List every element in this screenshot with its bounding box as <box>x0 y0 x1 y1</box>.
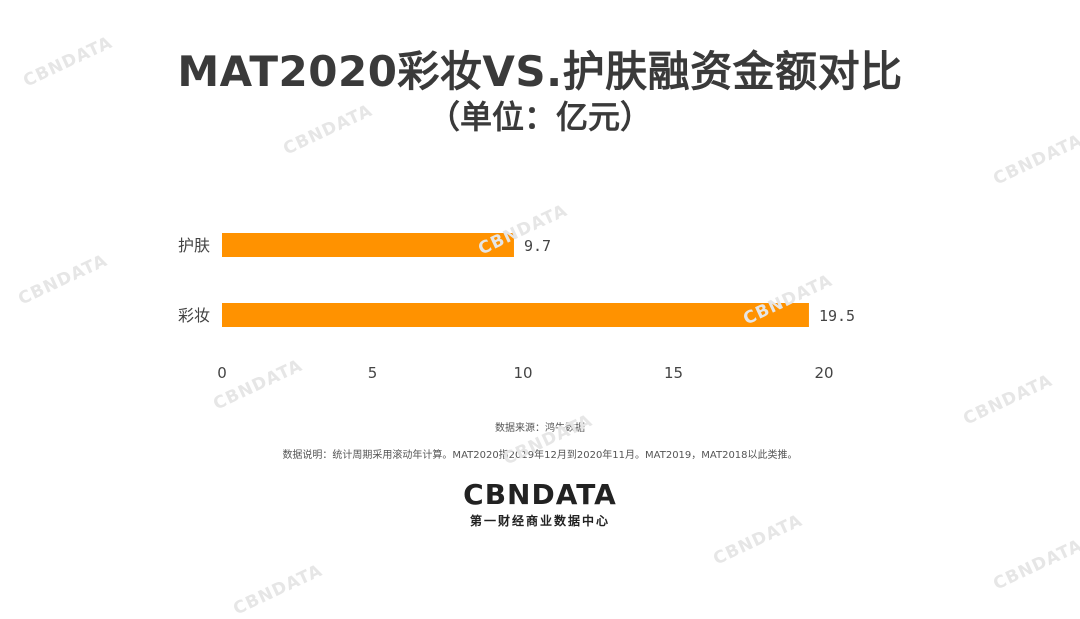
data-label: 19.5 <box>819 307 855 325</box>
x-tick-label: 5 <box>368 364 378 382</box>
x-tick-label: 0 <box>217 364 227 382</box>
data-note: 数据说明：统计周期采用滚动年计算。MAT2020指2019年12月到2020年1… <box>282 450 798 461</box>
data-label: 9.7 <box>524 237 551 255</box>
bar-0 <box>222 233 514 257</box>
category-label: 彩妆 <box>178 306 210 325</box>
data-source: 数据来源：鸿牛数据 <box>495 423 585 434</box>
chart-subtitle: （单位：亿元） <box>427 98 652 136</box>
x-tick-label: 20 <box>814 364 833 382</box>
category-label: 护肤 <box>178 236 210 255</box>
cbndata-logo: CBNDATA <box>463 478 617 511</box>
cbndata-logo-tagline: 第一财经商业数据中心 <box>469 514 610 528</box>
bar-1 <box>222 303 809 327</box>
x-tick-label: 10 <box>513 364 532 382</box>
chart-title: MAT2020彩妆VS.护肤融资金额对比 <box>177 47 903 96</box>
x-tick-label: 15 <box>664 364 683 382</box>
